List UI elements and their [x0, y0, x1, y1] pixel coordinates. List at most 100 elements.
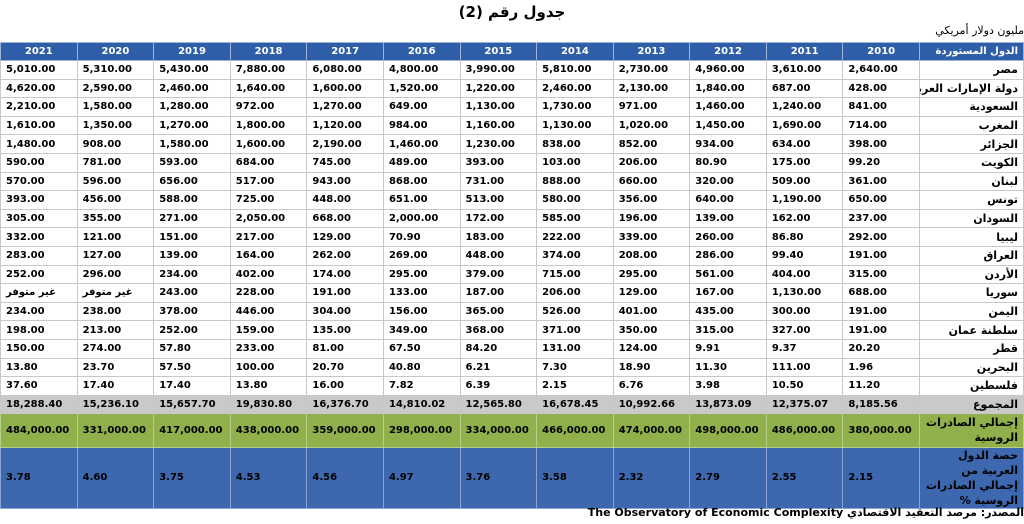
value-cell: 320.00: [689, 171, 767, 192]
row-label: الكويت: [919, 152, 1024, 173]
value-cell: 10.50: [765, 376, 844, 396]
value-cell: 20.20: [842, 338, 920, 359]
value-cell: 725.00: [229, 190, 308, 210]
source-note: المصدر: مرصد التعقيد الاقتصادي The Obser…: [587, 506, 1024, 519]
value-cell: 19,830.80: [229, 394, 308, 414]
value-cell: 103.00: [536, 152, 614, 173]
row-label: إجمالي الصادرات الروسية: [919, 412, 1024, 448]
value-cell: 781.00: [76, 152, 155, 173]
value-cell: 971.00: [612, 97, 691, 117]
value-cell: 300.00: [765, 301, 844, 322]
value-cell: 16,376.70: [306, 394, 384, 414]
value-cell: 135.00: [306, 320, 384, 340]
label-header: الدول المستوردة: [919, 42, 1024, 61]
value-cell: 286.00: [689, 245, 767, 266]
value-cell: 509.00: [765, 171, 844, 192]
value-cell: 16,678.45: [536, 394, 614, 414]
value-cell: 402.00: [229, 264, 308, 285]
value-cell: 187.00: [459, 283, 538, 303]
value-cell: 12,375.07: [765, 394, 844, 414]
value-cell: 191.00: [306, 283, 384, 303]
row-label: المجموع: [919, 394, 1024, 414]
value-cell: 634.00: [765, 134, 844, 154]
value-cell: 11.20: [842, 376, 920, 396]
value-cell: 908.00: [76, 134, 155, 154]
value-cell: 206.00: [612, 152, 691, 173]
value-cell: 129.00: [306, 227, 384, 247]
value-cell: 295.00: [382, 264, 461, 285]
value-cell: 111.00: [765, 357, 844, 378]
value-cell: 355.00: [76, 208, 155, 229]
value-cell: 1,270.00: [306, 97, 384, 117]
value-cell: 10,992.66: [612, 394, 691, 414]
value-cell: 838.00: [536, 134, 614, 154]
value-cell: 3,610.00: [765, 60, 844, 80]
data-row: سلطنة عمان 191.00 327.00 315.00 350.00 371.00…: [0, 320, 1024, 340]
value-cell: 139.00: [153, 245, 231, 266]
value-cell: 1,600.00: [229, 134, 308, 154]
data-row: الأردن 315.00 404.00 561.00 295.00 715.00 379.…: [0, 264, 1024, 285]
value-cell: 1,610.00: [0, 115, 78, 136]
value-cell: 234.00: [0, 301, 78, 322]
value-cell: 498,000.00: [689, 412, 767, 448]
row-label: لبنان: [919, 171, 1024, 192]
value-cell: 213.00: [76, 320, 155, 340]
row-label: اليمن: [919, 301, 1024, 322]
value-cell: 2,190.00: [306, 134, 384, 154]
value-cell: 304.00: [306, 301, 384, 322]
data-row: سوريا 688.00 1,130.00 167.00 129.00 206.00 187…: [0, 283, 1024, 303]
value-cell: 17.40: [76, 376, 155, 396]
data-row: السودان 237.00 162.00 139.00 196.00 585.00 172…: [0, 208, 1024, 229]
value-cell: 80.90: [689, 152, 767, 173]
value-cell: 6.39: [459, 376, 538, 396]
value-cell: 368.00: [459, 320, 538, 340]
data-row: الكويت 99.20 175.00 80.90 206.00 103.00 393.00…: [0, 152, 1024, 173]
value-cell: 172.00: [459, 208, 538, 229]
row-label: الأردن: [919, 264, 1024, 285]
value-cell: 365.00: [459, 301, 538, 322]
row-label: قطر: [919, 338, 1024, 359]
value-cell: 489.00: [382, 152, 461, 173]
value-cell: 191.00: [842, 320, 920, 340]
value-cell: 438,000.00: [229, 412, 308, 448]
value-cell: 561.00: [689, 264, 767, 285]
value-cell: 1,640.00: [229, 78, 308, 99]
value-cell: 359,000.00: [306, 412, 384, 448]
value-cell: 1,480.00: [0, 134, 78, 154]
data-row: تونس 650.00 1,190.00 640.00 356.00 580.00 513.…: [0, 190, 1024, 210]
data-row: البحرين 1.96 111.00 11.30 18.90 7.30 6.21 40.80…: [0, 357, 1024, 378]
value-cell: 15,236.10: [76, 394, 155, 414]
value-cell: غير متوفر: [0, 283, 78, 303]
value-cell: 1,350.00: [76, 115, 155, 136]
value-cell: 1,240.00: [765, 97, 844, 117]
value-cell: 4,960.00: [689, 60, 767, 80]
year-header: 2012: [689, 42, 767, 61]
value-cell: 486,000.00: [765, 412, 844, 448]
value-cell: 4,800.00: [382, 60, 461, 80]
value-cell: 133.00: [382, 283, 461, 303]
value-cell: 334,000.00: [459, 412, 538, 448]
year-header: 2019: [153, 42, 231, 61]
value-cell: 7.30: [536, 357, 614, 378]
value-cell: 67.50: [382, 338, 461, 359]
value-cell: 596.00: [76, 171, 155, 192]
value-cell: 4,620.00: [0, 78, 78, 99]
value-cell: 3.75: [153, 446, 231, 509]
value-cell: 4.97: [382, 446, 461, 509]
value-cell: 151.00: [153, 227, 231, 247]
value-cell: 1,460.00: [382, 134, 461, 154]
value-cell: 18,288.40: [0, 394, 78, 414]
value-cell: 446.00: [229, 301, 308, 322]
value-cell: 7,880.00: [229, 60, 308, 80]
row-label: سوريا: [919, 283, 1024, 303]
value-cell: 15,657.70: [153, 394, 231, 414]
value-cell: 651.00: [382, 190, 461, 210]
value-cell: 1,800.00: [229, 115, 308, 136]
value-cell: 1,520.00: [382, 78, 461, 99]
value-cell: 238.00: [76, 301, 155, 322]
row-label: مصر: [919, 60, 1024, 80]
value-cell: 196.00: [612, 208, 691, 229]
value-cell: 371.00: [536, 320, 614, 340]
data-row: العراق 191.00 99.40 286.00 208.00 374.00 448.0…: [0, 245, 1024, 266]
value-cell: 649.00: [382, 97, 461, 117]
